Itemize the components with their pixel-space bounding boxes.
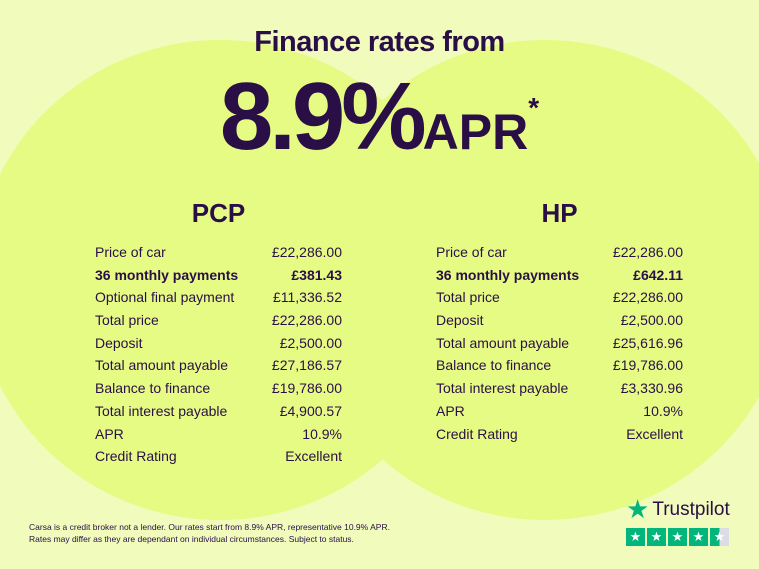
row-value: £27,186.57 bbox=[271, 357, 342, 374]
row-label: Optional final payment bbox=[95, 289, 235, 306]
row-label: Total interest payable bbox=[436, 380, 569, 397]
row-value: 10.9% bbox=[643, 402, 683, 419]
row-value: £381.43 bbox=[291, 266, 342, 283]
row-value: £4,900.57 bbox=[279, 402, 342, 419]
pcp-table: PCP Price of car £22,286.00 36 monthly pay… bbox=[95, 198, 342, 468]
table-row: Total interest payable £4,900.57 bbox=[95, 400, 342, 423]
table-row: Deposit £2,500.00 bbox=[95, 332, 342, 355]
row-label: Total interest payable bbox=[95, 402, 228, 419]
table-row: APR 10.9% bbox=[95, 423, 342, 446]
rate-display: 8.9%APR* bbox=[0, 62, 759, 172]
table-row: Price of car £22,286.00 bbox=[95, 241, 342, 264]
row-label: APR bbox=[436, 402, 465, 419]
pcp-title: PCP bbox=[191, 198, 246, 228]
row-label: Total price bbox=[436, 289, 500, 306]
row-label: APR bbox=[95, 425, 124, 442]
row-label: 36 monthly payments bbox=[95, 266, 239, 283]
table-row: Balance to finance £19,786.00 bbox=[95, 377, 342, 400]
trustpilot-name: Trustpilot bbox=[652, 498, 730, 520]
row-label: Total amount payable bbox=[436, 334, 570, 351]
row-value: £19,786.00 bbox=[612, 357, 683, 374]
row-value: £3,330.96 bbox=[620, 380, 683, 397]
row-value: £19,786.00 bbox=[271, 380, 342, 397]
row-value: Excellent bbox=[626, 425, 683, 442]
rating-star-icon: ★ bbox=[647, 528, 666, 546]
hp-table: HP Price of car £22,286.00 36 monthly paym… bbox=[436, 198, 683, 445]
trustpilot-rating: ★ ★ ★ ★ ★ bbox=[626, 528, 730, 546]
rating-star-icon: ★ bbox=[689, 528, 708, 546]
row-label: Total amount payable bbox=[95, 357, 229, 374]
table-row: Total price £22,286.00 bbox=[436, 286, 683, 309]
table-row: Credit Rating Excellent bbox=[95, 445, 342, 468]
star-icon: ★ bbox=[626, 494, 650, 524]
row-value: £25,616.96 bbox=[612, 334, 683, 351]
table-row: Balance to finance £19,786.00 bbox=[436, 354, 683, 377]
table-row: Total interest payable £3,330.96 bbox=[436, 377, 683, 400]
headline: Finance rates from bbox=[254, 26, 505, 58]
row-label: Credit Rating bbox=[95, 448, 177, 465]
row-label: Balance to finance bbox=[95, 380, 211, 397]
row-value: 10.9% bbox=[302, 425, 342, 442]
table-row: Optional final payment £11,336.52 bbox=[95, 286, 342, 309]
row-label: Credit Rating bbox=[436, 425, 518, 442]
trustpilot-logo: ★ Trustpilot bbox=[626, 494, 730, 525]
disclaimer-line-2: Rates may differ as they are dependant o… bbox=[29, 534, 354, 544]
row-value: £642.11 bbox=[633, 266, 683, 283]
row-value: £22,286.00 bbox=[271, 312, 342, 329]
row-value: £2,500.00 bbox=[620, 312, 683, 329]
right-circle-decoration bbox=[300, 40, 759, 520]
table-row: Total amount payable £25,616.96 bbox=[436, 332, 683, 355]
apr-label: APR bbox=[422, 104, 529, 160]
table-row: 36 monthly payments £642.11 bbox=[436, 264, 683, 287]
pcp-rows: Price of car £22,286.00 36 monthly payment… bbox=[95, 241, 342, 468]
hp-title: HP bbox=[541, 198, 578, 228]
disclaimer: Carsa is a credit broker not a lender. O… bbox=[29, 521, 449, 545]
row-label: Total price bbox=[95, 312, 159, 329]
row-value: £22,286.00 bbox=[612, 244, 683, 260]
table-row: 36 monthly payments £381.43 bbox=[95, 264, 342, 287]
row-label: Deposit bbox=[436, 312, 484, 329]
row-value: £2,500.00 bbox=[279, 334, 342, 351]
hp-rows: Price of car £22,286.00 36 monthly payment… bbox=[436, 241, 683, 445]
rate-value: 8.9% bbox=[219, 63, 427, 170]
table-row: Credit Rating Excellent bbox=[436, 423, 683, 446]
disclaimer-line-1: Carsa is a credit broker not a lender. O… bbox=[29, 522, 390, 532]
table-row: Total price £22,286.00 bbox=[95, 309, 342, 332]
row-label: Price of car bbox=[95, 244, 166, 260]
rating-star-icon: ★ bbox=[626, 528, 645, 546]
row-label: 36 monthly payments bbox=[436, 266, 580, 283]
table-row: Deposit £2,500.00 bbox=[436, 309, 683, 332]
row-label: Deposit bbox=[95, 334, 143, 351]
table-row: APR 10.9% bbox=[436, 400, 683, 423]
asterisk: * bbox=[528, 92, 540, 123]
table-row: Total amount payable £27,186.57 bbox=[95, 354, 342, 377]
rating-star-icon: ★ bbox=[668, 528, 687, 546]
row-value: Excellent bbox=[285, 448, 342, 465]
row-label: Balance to finance bbox=[436, 357, 552, 374]
trustpilot-badge[interactable]: ★ Trustpilot ★ ★ ★ ★ ★ bbox=[626, 494, 730, 546]
row-value: £11,336.52 bbox=[272, 289, 342, 306]
row-value: £22,286.00 bbox=[612, 289, 683, 306]
row-value: £22,286.00 bbox=[271, 244, 342, 260]
rating-star-icon: ★ bbox=[710, 528, 729, 546]
row-label: Price of car bbox=[436, 244, 507, 260]
table-row: Price of car £22,286.00 bbox=[436, 241, 683, 264]
